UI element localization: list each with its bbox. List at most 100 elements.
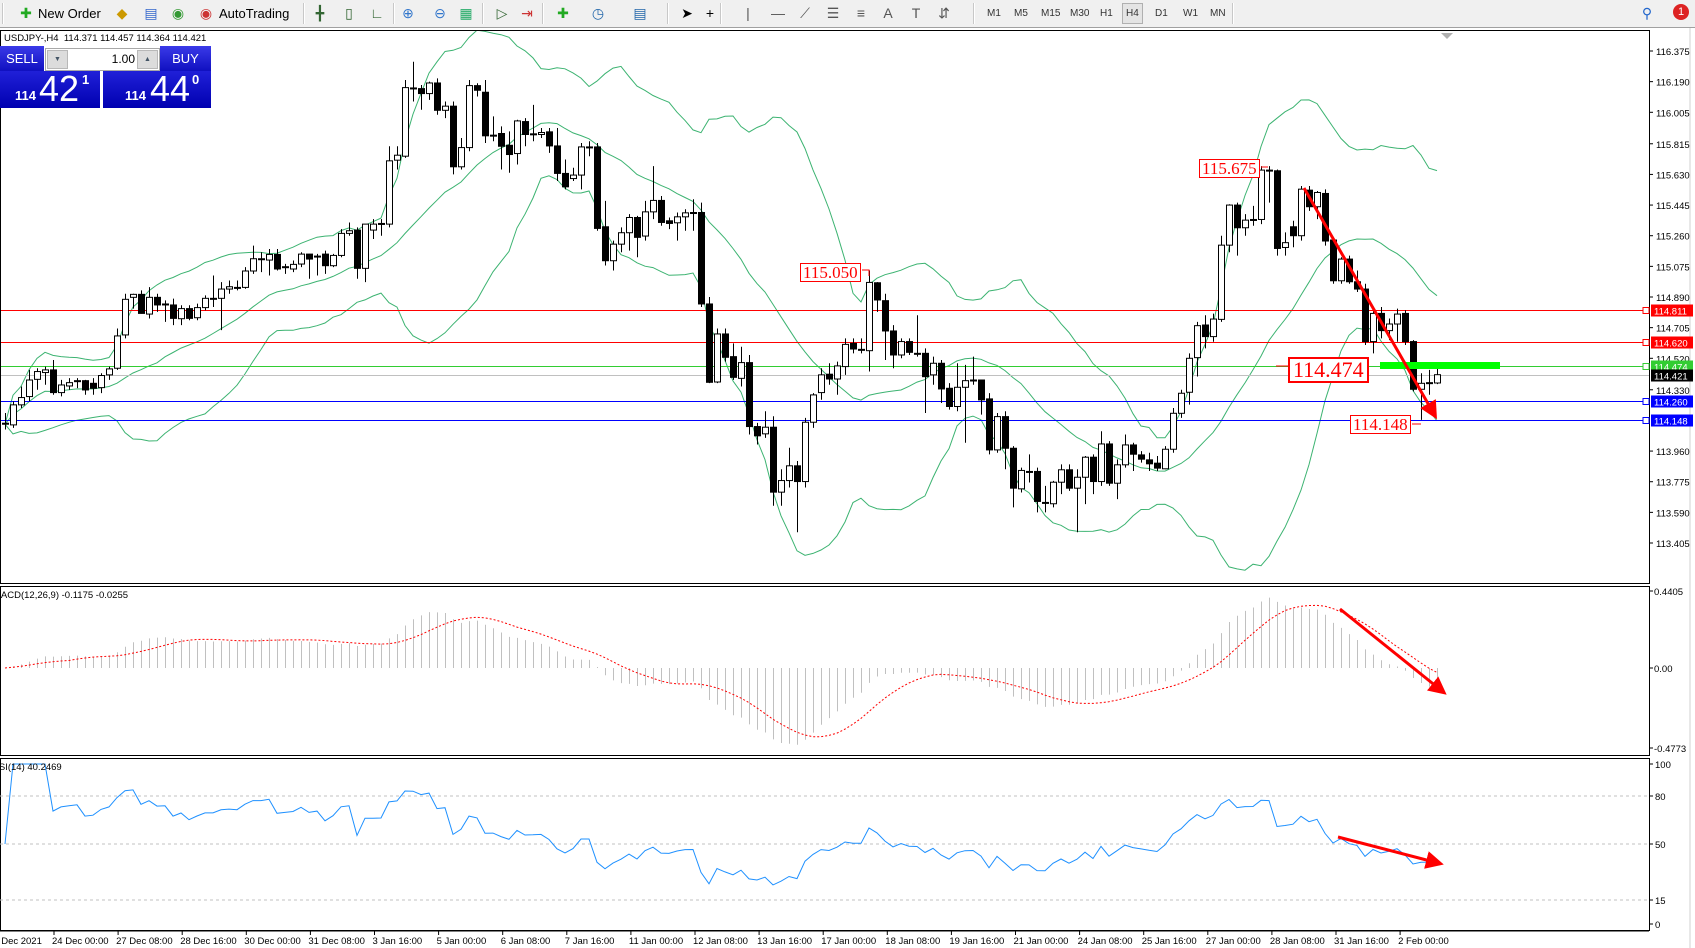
candle[interactable] [66,378,73,390]
candle[interactable] [34,368,41,390]
candle[interactable] [1058,464,1065,495]
cursor-icon[interactable]: ➤ [681,5,693,21]
candle[interactable] [834,361,841,395]
candle[interactable] [1274,169,1281,256]
candle[interactable] [1090,454,1097,495]
candle[interactable] [842,338,849,375]
candle[interactable] [906,338,913,355]
candle[interactable] [218,282,225,331]
candle[interactable] [1018,467,1025,493]
toolbar-grip[interactable] [2,3,4,24]
candle[interactable] [1290,220,1297,248]
candle[interactable] [874,282,881,312]
candle[interactable] [434,78,441,115]
candle[interactable] [546,128,553,153]
candle[interactable] [714,328,721,384]
candle[interactable] [202,295,209,311]
candle[interactable] [82,379,89,395]
candle[interactable] [226,280,233,294]
candle[interactable] [450,101,457,175]
candle[interactable] [866,270,873,372]
indicators-icon[interactable]: ✚ [557,5,569,21]
candle[interactable] [698,202,705,307]
candle[interactable] [938,359,945,404]
candle[interactable] [850,338,857,354]
candle[interactable] [482,79,489,143]
candle[interactable] [386,146,393,228]
candle[interactable] [970,356,977,385]
candle[interactable] [1194,321,1201,377]
candle[interactable] [242,267,249,289]
candle[interactable] [658,195,665,226]
candle[interactable] [210,275,217,307]
candle[interactable] [378,219,385,236]
candle[interactable] [578,142,585,190]
candle[interactable] [890,325,897,369]
candle[interactable] [1218,235,1225,322]
line-chart-icon[interactable]: ∟ [370,5,384,21]
candle[interactable] [762,411,769,438]
candle[interactable] [10,401,17,428]
candle[interactable] [330,253,337,268]
bar-chart-icon[interactable]: ╋ [315,5,325,21]
candle[interactable] [178,305,185,326]
candle[interactable] [570,167,577,182]
candle[interactable] [122,293,129,339]
candle[interactable] [706,297,713,384]
candle[interactable] [1066,464,1073,491]
candle[interactable] [402,79,409,158]
candle[interactable] [810,393,817,428]
candle[interactable] [522,118,529,147]
candle[interactable] [562,159,569,190]
candle[interactable] [1130,442,1137,471]
candle[interactable] [1258,166,1265,225]
candle[interactable] [1210,313,1217,342]
candle[interactable] [914,315,921,357]
candle[interactable] [2,412,9,430]
candle[interactable] [1234,202,1241,256]
candle[interactable] [954,363,961,412]
crosshair-icon[interactable]: + [705,5,715,21]
candlestick-icon[interactable]: ▯ [345,5,353,21]
candle[interactable] [858,338,865,354]
candle[interactable] [498,126,505,170]
candle[interactable] [1242,214,1249,236]
text-label-icon[interactable]: T [911,5,921,21]
candle[interactable] [1154,456,1161,471]
sell-price[interactable]: 114 42 1 [0,68,100,109]
candle[interactable] [442,101,449,119]
candle[interactable] [1162,446,1169,470]
candle[interactable] [754,422,761,445]
new-order-icon[interactable]: ✚ [20,5,32,21]
candle[interactable] [642,200,649,241]
zoom-out-icon[interactable]: ⊖ [434,5,446,21]
candle[interactable] [538,128,545,138]
vertical-line-icon[interactable]: | [746,5,750,21]
candle[interactable] [130,293,137,309]
timeframe-d1[interactable]: D1 [1155,8,1168,19]
candle[interactable] [962,364,969,443]
candle[interactable] [1250,205,1257,226]
candle[interactable] [290,260,297,273]
candle[interactable] [58,379,65,397]
candle[interactable] [234,280,241,291]
candle[interactable] [1106,441,1113,486]
candle[interactable] [1042,485,1049,513]
candle[interactable] [194,303,201,321]
candle[interactable] [650,166,657,220]
candle[interactable] [730,343,737,380]
candle[interactable] [978,379,985,415]
price-label-current[interactable]: 114.474 [1288,357,1369,383]
candle[interactable] [1114,459,1121,500]
candle[interactable] [250,245,257,274]
candle[interactable] [26,369,33,402]
horizontal-line-icon[interactable]: — [771,5,785,21]
candle[interactable] [1226,204,1233,253]
candle[interactable] [370,219,377,240]
candle[interactable] [1186,353,1193,405]
candle[interactable] [282,263,289,274]
candle[interactable] [474,83,481,97]
candle[interactable] [1402,310,1409,346]
candle[interactable] [146,287,153,319]
